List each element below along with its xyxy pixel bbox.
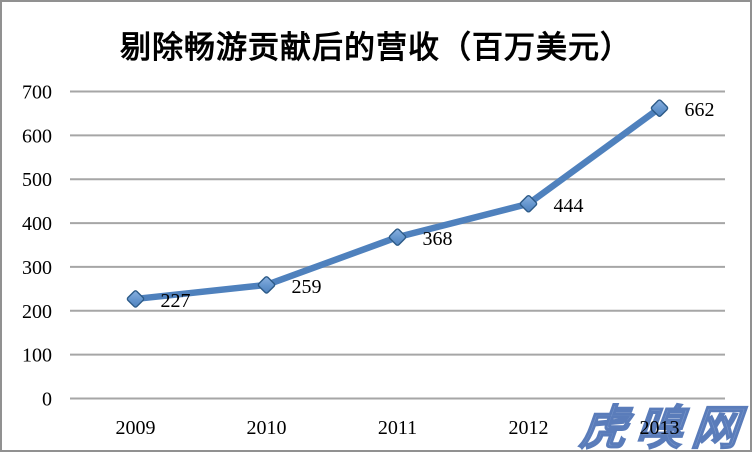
data-point-marker: [519, 194, 538, 213]
x-tick-label: 2010: [247, 417, 287, 439]
data-point-label: 662: [685, 99, 715, 121]
data-point-marker: [257, 276, 276, 294]
y-tick-label: 600: [22, 125, 52, 147]
y-tick-label: 0: [42, 389, 52, 411]
axis-labels-group: 0 100 200 300 400 500 600 700 2009 2010 2011 2012 20…: [22, 82, 680, 440]
y-tick-label: 700: [22, 82, 52, 104]
y-tick-label: 200: [22, 301, 52, 323]
y-tick-label: 300: [22, 257, 52, 279]
x-tick-label: 2012: [509, 417, 549, 439]
series-group: 227 259 368 444 662: [126, 99, 715, 312]
gridlines-group: [70, 90, 725, 400]
data-point-marker: [126, 290, 145, 308]
data-point-label: 259: [292, 276, 322, 298]
data-point-marker: [388, 228, 407, 246]
chart-title: 剔除畅游贡献后的营收（百万美元）: [120, 30, 632, 65]
x-tick-label: 2009: [116, 417, 156, 439]
y-tick-label: 100: [22, 345, 52, 367]
data-point-label: 227: [161, 290, 191, 312]
data-point-label: 368: [423, 228, 453, 250]
data-point-label: 444: [554, 195, 584, 217]
data-point-marker: [650, 99, 669, 117]
y-tick-label: 500: [22, 169, 52, 191]
x-tick-label: 2013: [640, 417, 680, 439]
x-tick-label: 2011: [378, 417, 417, 439]
y-tick-label: 400: [22, 213, 52, 235]
